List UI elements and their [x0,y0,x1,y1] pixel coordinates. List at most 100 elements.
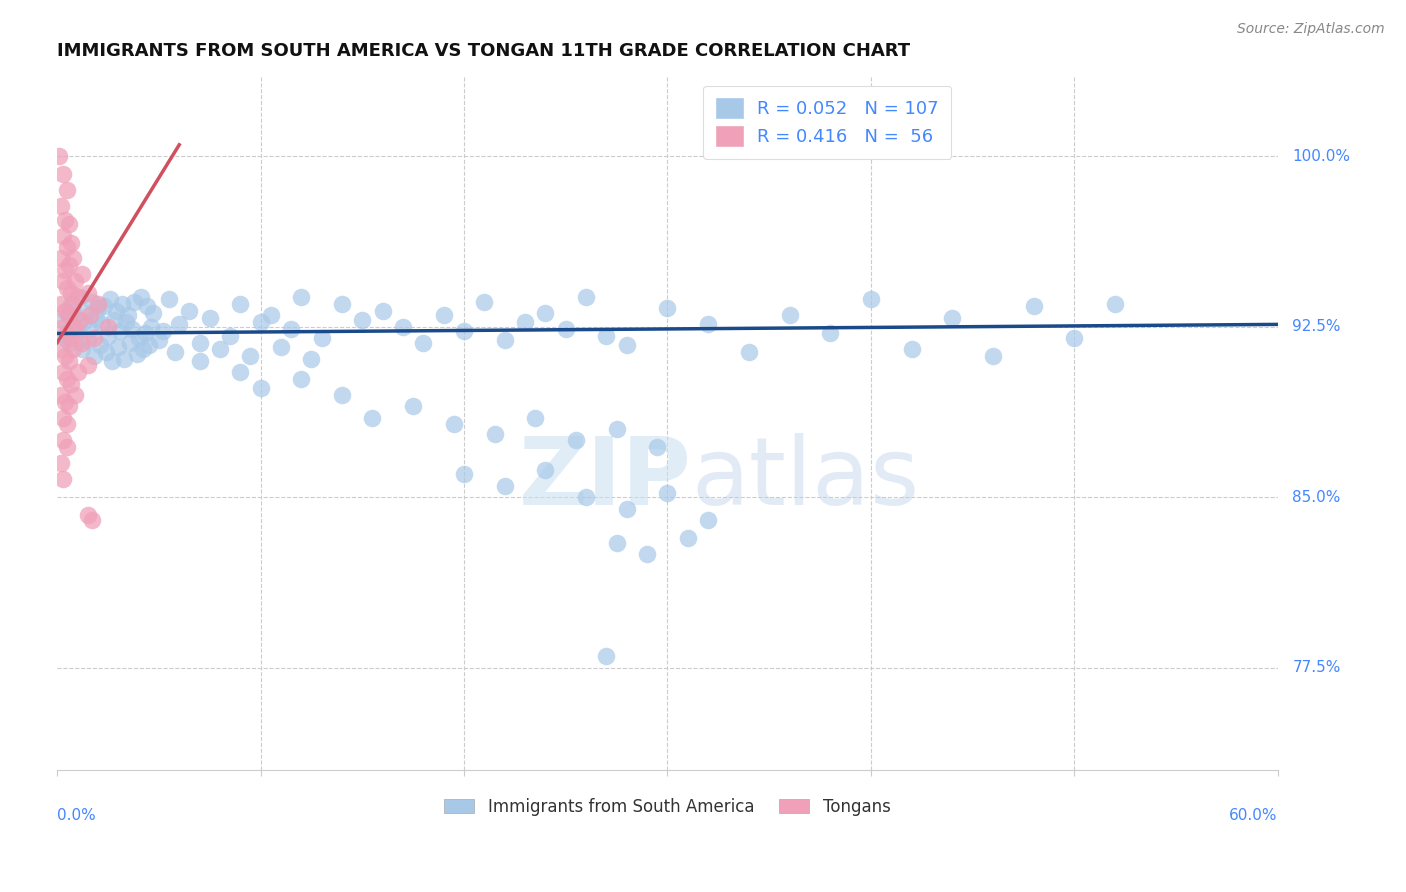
Point [97,328,120,343]
Point [198,310,221,325]
Point [148,334,170,348]
Point [53,303,76,318]
Point [260,308,283,322]
Point [90,318,112,332]
Text: ZIP: ZIP [519,433,692,524]
Point [859,293,882,307]
Point [58,308,80,322]
Point [51,388,73,402]
Point [52,167,75,181]
Point [58,353,80,368]
Point [453,324,475,338]
Point [83,331,105,345]
Point [290,372,312,386]
Point [53,212,76,227]
Text: 60.0%: 60.0% [1229,808,1278,823]
Point [361,410,384,425]
Point [697,513,720,527]
Text: 100.0%: 100.0% [1292,149,1350,163]
Point [616,501,638,516]
Point [62,297,84,311]
Point [941,310,963,325]
Point [1063,331,1085,345]
Point [117,308,139,322]
Point [97,319,120,334]
Text: 85.0%: 85.0% [1292,490,1341,505]
Point [402,399,425,413]
Point [120,335,142,350]
Point [56,326,79,341]
Point [65,319,87,334]
Point [657,485,679,500]
Point [412,335,434,350]
Point [87,297,110,311]
Point [56,183,79,197]
Point [657,301,679,316]
Point [80,513,103,527]
Point [125,347,148,361]
Point [52,274,75,288]
Point [53,349,76,363]
Point [58,218,80,232]
Point [121,322,143,336]
Point [52,472,75,486]
Point [301,351,323,366]
Point [188,353,211,368]
Point [79,308,101,322]
Point [53,263,76,277]
Point [229,365,252,379]
Text: IMMIGRANTS FROM SOUTH AMERICA VS TONGAN 11TH GRADE CORRELATION CHART: IMMIGRANTS FROM SOUTH AMERICA VS TONGAN … [58,42,910,60]
Point [60,331,83,345]
Point [60,376,83,391]
Point [311,331,333,345]
Point [66,365,89,379]
Point [219,328,242,343]
Point [352,313,374,327]
Point [56,240,79,254]
Point [129,290,152,304]
Point [66,290,89,304]
Point [433,308,456,322]
Point [62,252,84,266]
Point [138,338,160,352]
Point [93,299,115,313]
Point [188,335,211,350]
Point [87,301,110,316]
Point [818,326,841,341]
Point [79,322,101,336]
Point [575,490,598,504]
Point [697,318,720,332]
Point [142,306,165,320]
Text: 0.0%: 0.0% [58,808,96,823]
Point [575,290,598,304]
Point [69,313,91,327]
Point [52,410,75,425]
Point [616,338,638,352]
Point [80,294,103,309]
Point [645,440,668,454]
Text: atlas: atlas [692,433,920,524]
Point [290,290,312,304]
Point [111,297,134,311]
Point [165,344,187,359]
Point [239,349,262,363]
Point [76,285,98,300]
Point [98,293,121,307]
Point [51,199,73,213]
Point [58,335,80,350]
Point [981,349,1004,363]
Point [105,303,128,318]
Point [52,365,75,379]
Point [101,353,124,368]
Point [66,324,89,338]
Point [676,531,699,545]
Point [52,313,75,327]
Point [513,315,536,329]
Point [554,322,576,336]
Point [249,315,271,329]
Point [474,294,496,309]
Point [84,310,107,325]
Point [494,334,516,348]
Point [53,394,76,409]
Text: 92.5%: 92.5% [1292,319,1341,334]
